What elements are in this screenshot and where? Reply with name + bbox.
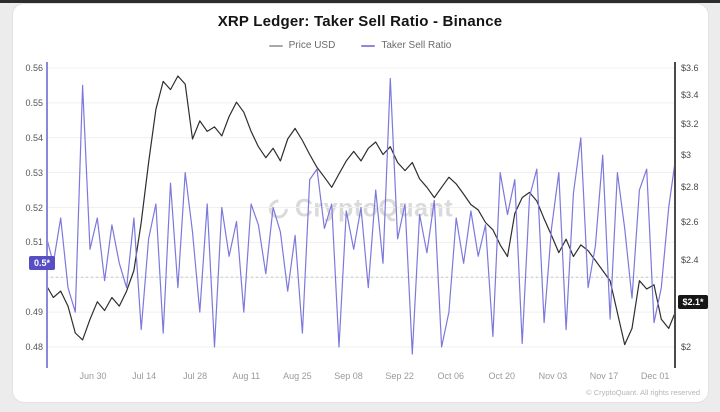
x-axis-label: Sep 08 [334, 371, 363, 381]
y-axis-label-right: $3.4 [681, 90, 699, 101]
legend-item-ratio[interactable]: Taker Sell Ratio [361, 40, 451, 51]
y-axis-label-right: $3.2 [681, 118, 699, 129]
ratio-line-swatch [361, 44, 376, 47]
price-line-swatch [268, 44, 283, 47]
y-axis-label-right: $3 [681, 149, 692, 160]
x-axis-label: Jun 30 [79, 371, 107, 381]
window-top-edge [0, 0, 720, 3]
y-axis-label-right: $2.8 [681, 182, 699, 193]
x-axis-label: Aug 11 [232, 371, 261, 381]
y-axis-label-left: 0.54 [25, 132, 43, 143]
y-axis-label-left: 0.56 [25, 63, 43, 73]
legend-label-price: Price USD [288, 40, 336, 51]
plot-area[interactable] [46, 62, 676, 368]
chart-card [12, 3, 709, 403]
x-axis-label: Oct 20 [488, 371, 516, 381]
y-axis-label-right: $2.6 [681, 217, 699, 228]
x-axis-label: Nov 17 [589, 371, 619, 381]
y-axis-label-left: 0.49 [25, 307, 43, 318]
x-axis-label: Jul 14 [132, 371, 157, 381]
y-axis-label-left: 0.51 [25, 237, 43, 248]
x-axis-label: Jul 28 [183, 371, 208, 381]
copyright-text: © CryptoQuant. All rights reserved [586, 388, 700, 397]
legend-item-price[interactable]: Price USD [268, 40, 336, 51]
y-axis-label-left: 0.48 [25, 342, 43, 352]
y-axis-label-left: 0.53 [25, 167, 43, 178]
chart-title: XRP Ledger: Taker Sell Ratio - Binance [217, 13, 503, 30]
y-axis-label-left: 0.55 [25, 97, 43, 108]
y-axis-label-right: $2.4 [681, 255, 699, 266]
legend-label-ratio: Taker Sell Ratio [381, 40, 452, 51]
price-line [46, 75, 676, 346]
x-axis-label: Oct 06 [437, 371, 464, 381]
latest-ratio-badge: 0.5* [29, 256, 55, 271]
x-axis-label: Sep 22 [385, 371, 414, 381]
x-axis-label: Dec 01 [640, 371, 670, 381]
x-axis-label: Nov 03 [538, 371, 568, 381]
y-axis-label-right: $3.6 [681, 63, 699, 73]
legend: Price USD Taker Sell Ratio [0, 40, 720, 51]
y-axis-label-right: $2 [681, 342, 692, 352]
latest-price-badge: $2.1* [678, 294, 708, 309]
y-axis-label-left: 0.52 [25, 202, 43, 213]
ratio-line [46, 77, 676, 355]
x-axis-label: Aug 25 [283, 371, 312, 381]
